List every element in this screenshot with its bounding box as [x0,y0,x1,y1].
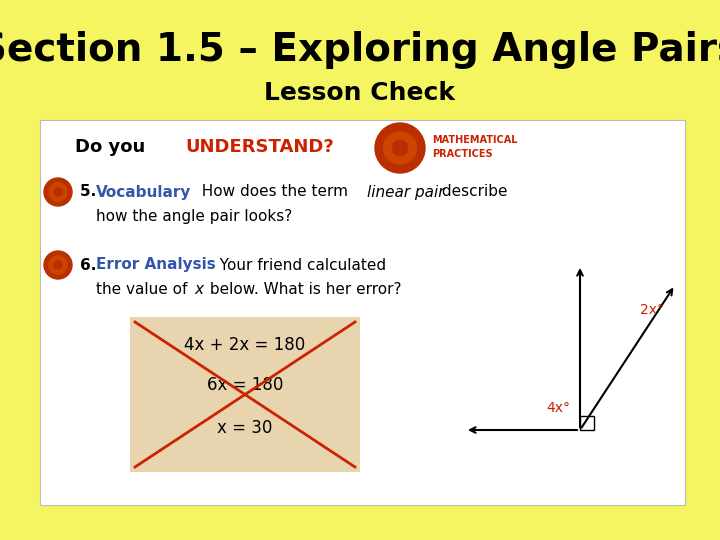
Text: 5.: 5. [80,185,102,199]
Circle shape [44,178,72,206]
Text: 4x°: 4x° [546,401,570,415]
Circle shape [54,188,62,196]
Text: Error Analysis: Error Analysis [96,258,216,273]
Text: Your friend calculated: Your friend calculated [210,258,386,273]
Circle shape [54,261,62,269]
Circle shape [44,251,72,279]
Text: x = 30: x = 30 [217,419,273,437]
Text: x: x [194,281,203,296]
Text: UNDERSTAND?: UNDERSTAND? [185,138,334,156]
Text: 6.: 6. [80,258,102,273]
Text: Section 1.5 – Exploring Angle Pairs: Section 1.5 – Exploring Angle Pairs [0,31,720,69]
Text: Do you: Do you [75,138,151,156]
Circle shape [49,183,67,201]
Text: 6x = 180: 6x = 180 [207,376,283,394]
Circle shape [375,123,425,173]
Text: PRACTICES: PRACTICES [432,149,492,159]
Text: below. What is her error?: below. What is her error? [205,281,402,296]
Circle shape [384,132,416,164]
Text: Vocabulary: Vocabulary [96,185,192,199]
Text: MATHEMATICAL: MATHEMATICAL [432,135,518,145]
Circle shape [392,140,408,156]
Text: how the angle pair looks?: how the angle pair looks? [96,208,292,224]
Text: How does the term: How does the term [192,185,353,199]
Text: the value of: the value of [96,281,192,296]
Bar [40,120,685,505]
Bar [580,416,594,430]
Text: 2x°: 2x° [640,303,664,317]
Text: describe: describe [437,185,508,199]
Text: linear pair: linear pair [367,185,444,199]
Text: Lesson Check: Lesson Check [264,81,456,105]
Circle shape [49,256,67,274]
Bar [130,317,360,472]
Text: 4x + 2x = 180: 4x + 2x = 180 [184,336,305,354]
